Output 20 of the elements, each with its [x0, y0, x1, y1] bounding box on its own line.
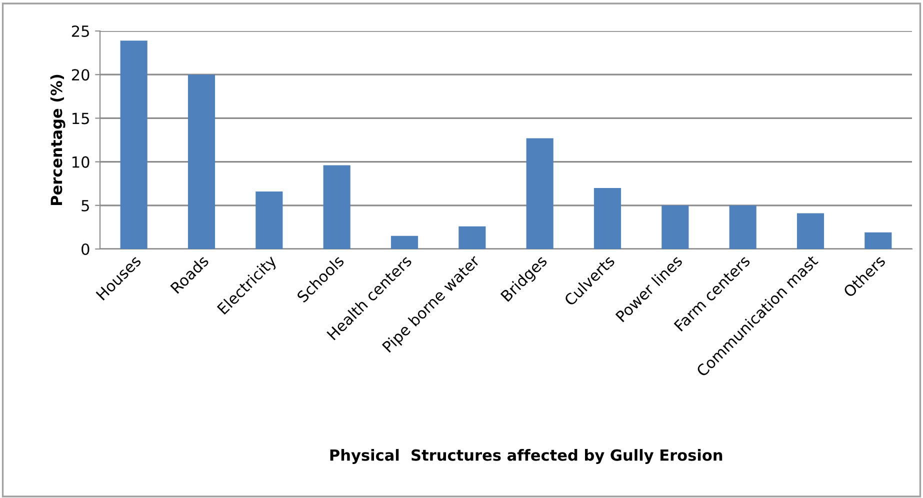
y-tick-label: 10 [72, 156, 90, 168]
x-axis-title: Physical Structures affected by Gully Erosion [330, 449, 722, 464]
bar [390, 236, 418, 249]
y-axis-title: Percentage (%) [50, 74, 66, 206]
bar [188, 74, 216, 249]
y-tick-label: 15 [72, 112, 89, 124]
bar [323, 165, 350, 249]
bar [864, 232, 892, 249]
y-tick-label: 25 [72, 25, 89, 38]
bar [594, 188, 622, 249]
bar [796, 213, 824, 249]
bar [120, 40, 148, 249]
bar [662, 205, 689, 249]
bar [256, 191, 283, 249]
bar [458, 226, 486, 249]
y-tick-label: 5 [82, 200, 89, 212]
y-tick-label: 0 [82, 243, 90, 256]
bar [526, 138, 554, 249]
bar [729, 205, 756, 249]
y-tick-label: 20 [72, 69, 90, 81]
